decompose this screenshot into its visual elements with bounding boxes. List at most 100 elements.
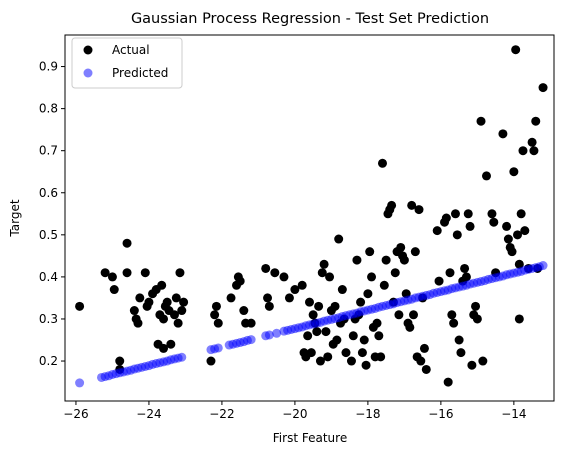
actual-point (381, 255, 391, 265)
actual-point (502, 221, 512, 231)
actual-point (308, 310, 318, 320)
actual-point (325, 272, 335, 282)
y-tick-label: 0.8 (39, 102, 58, 116)
series-predicted (75, 261, 548, 388)
actual-point (463, 209, 473, 219)
actual-point (206, 356, 216, 366)
y-axis-label: Target (8, 199, 22, 237)
predicted-point (246, 335, 256, 345)
actual-point (363, 289, 373, 299)
actual-point (235, 276, 245, 286)
legend: Actual Predicted (71, 37, 183, 89)
actual-point (107, 272, 117, 282)
plot-area-frame (64, 34, 555, 402)
x-tick-label: −16 (428, 407, 453, 421)
actual-point (246, 318, 256, 328)
y-tick-label: 0.2 (39, 354, 58, 368)
actual-point (518, 146, 528, 156)
actual-point (270, 268, 280, 278)
actual-point (410, 247, 420, 257)
actual-point (460, 263, 470, 273)
actual-point (159, 343, 169, 353)
actual-point (177, 306, 187, 316)
x-tick-label: −18 (355, 407, 380, 421)
actual-point (409, 310, 418, 320)
actual-point (513, 230, 523, 240)
x-tick-label: −22 (209, 407, 234, 421)
actual-point (452, 230, 462, 240)
x-axis-ticks: −26 −24 −22 −20 −18 −16 −14 (63, 401, 527, 421)
legend-label-predicted: Predicted (112, 66, 168, 80)
actual-point (211, 301, 221, 311)
actual-point (405, 322, 415, 332)
actual-point (471, 301, 481, 311)
actual-point (454, 335, 464, 345)
actual-point (449, 318, 459, 328)
actual-point (443, 377, 453, 387)
actual-point (487, 209, 497, 219)
actual-point (481, 171, 491, 181)
actual-point (374, 331, 384, 341)
actual-point (144, 297, 154, 307)
actual-point (357, 348, 367, 358)
actual-point (348, 331, 358, 341)
x-axis-label: First Feature (273, 431, 347, 445)
actual-point (334, 234, 344, 244)
actual-point (263, 293, 273, 303)
actual-point (456, 348, 466, 358)
actual-point (166, 339, 176, 349)
actual-point (226, 293, 236, 303)
actual-point (133, 318, 143, 328)
actual-point (514, 259, 524, 269)
actual-point (396, 242, 406, 252)
actual-point (445, 268, 455, 278)
y-tick-label: 0.4 (39, 270, 58, 284)
x-tick-label: −26 (63, 407, 88, 421)
actual-point (323, 352, 333, 362)
actual-point (319, 259, 329, 269)
predicted-point (264, 330, 274, 340)
actual-point (264, 301, 274, 311)
actual-point (399, 255, 409, 265)
actual-point (290, 285, 300, 295)
actual-point (450, 209, 460, 219)
actual-point (503, 234, 513, 244)
actual-point (129, 306, 139, 316)
actual-point (507, 247, 517, 257)
actual-point (317, 268, 327, 278)
x-tick-label: −20 (282, 407, 307, 421)
predicted-point (75, 378, 85, 388)
legend-box (71, 37, 183, 89)
chart-title: Gaussian Process Regression - Test Set P… (131, 11, 489, 27)
actual-point (372, 318, 382, 328)
actual-point (162, 297, 172, 307)
actual-point (75, 301, 85, 311)
actual-point (175, 268, 185, 278)
y-tick-label: 0.5 (39, 228, 58, 242)
actual-point (414, 205, 424, 215)
actual-point (441, 213, 451, 223)
actual-point (173, 318, 183, 328)
actual-point (261, 263, 271, 273)
actual-point (171, 293, 181, 303)
actual-point (520, 226, 530, 236)
actual-point (416, 356, 426, 366)
actual-point (239, 306, 249, 316)
actual-point (135, 293, 145, 303)
actual-point (465, 221, 475, 231)
actual-point (432, 226, 442, 236)
x-tick-label: −14 (501, 407, 526, 421)
actual-point (140, 268, 150, 278)
actual-point (365, 247, 375, 257)
actual-point (100, 268, 110, 278)
y-tick-label: 0.3 (39, 312, 58, 326)
actual-point (361, 360, 371, 370)
actual-point (159, 314, 169, 324)
actual-point (330, 301, 340, 311)
predicted-point (177, 352, 187, 362)
actual-point (516, 209, 526, 219)
actual-point (337, 285, 347, 295)
actual-point (379, 280, 389, 290)
